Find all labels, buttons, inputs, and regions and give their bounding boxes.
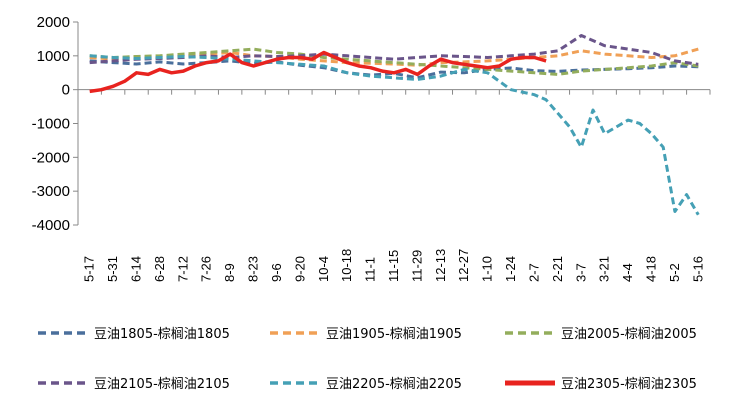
x-axis-ticks: 5-17 5-31 6-14 6-28 7-12 7-26 8-9 8-23 9-6 9-20 10…: [77, 89, 711, 282]
y-tick-label: -1000: [32, 116, 70, 133]
y-tick-label: 1000: [37, 48, 70, 65]
legend-label: 豆油2205-棕榈油2205: [326, 377, 462, 392]
y-axis-ticks: 2000 1000 0 -1000 -2000 -3000 -4000: [32, 14, 78, 234]
series-line-5: [89, 54, 700, 216]
x-tick-label: 3-7: [573, 263, 588, 282]
x-tick-label: 5-2: [667, 263, 682, 282]
x-tick-label: 10-18: [339, 249, 354, 282]
x-tick-label: 6-28: [152, 256, 167, 282]
y-tick-label: 2000: [37, 14, 70, 31]
legend-label: 豆油1805-棕榈油1805: [94, 327, 230, 342]
legend-label: 豆油2005-棕榈油2005: [561, 327, 697, 342]
legend-label: 豆油2105-棕榈油2105: [94, 377, 230, 392]
x-tick-label: 5-31: [105, 256, 120, 282]
y-tick-label: 0: [62, 82, 70, 99]
legend: 豆油1805-棕榈油1805 豆油1905-棕榈油1905 豆油2005-棕榈油20…: [38, 327, 697, 392]
x-tick-label: 9-6: [269, 263, 284, 282]
x-tick-label: 11-29: [409, 250, 424, 282]
x-tick-label: 8-23: [246, 256, 261, 282]
x-tick-label: 6-14: [129, 256, 144, 282]
x-tick-label: 12-27: [456, 249, 471, 282]
x-tick-label: 10-4: [316, 256, 331, 282]
x-tick-label: 1-10: [480, 256, 495, 282]
x-tick-label: 7-26: [199, 256, 214, 282]
x-tick-label: 11-15: [386, 250, 401, 282]
x-tick-label: 4-4: [620, 263, 635, 282]
x-tick-label: 8-9: [222, 263, 237, 282]
legend-label: 豆油1905-棕榈油1905: [326, 327, 462, 342]
legend-label: 豆油2305-棕榈油2305: [561, 377, 697, 392]
series-line-3: [89, 47, 699, 76]
series-line-4: [89, 34, 699, 66]
y-tick-label: -4000: [32, 217, 70, 234]
y-tick-label: -2000: [32, 149, 70, 166]
x-tick-label: 3-21: [597, 256, 612, 282]
x-tick-label: 9-20: [292, 256, 307, 282]
x-tick-label: 4-18: [643, 256, 658, 282]
x-tick-label: 1-24: [503, 256, 518, 282]
x-tick-label: 5-17: [82, 256, 97, 282]
x-tick-label: 5-16: [690, 256, 705, 282]
x-tick-label: 12-13: [433, 249, 448, 282]
chart-series: [89, 34, 700, 216]
x-tick-label: 7-12: [175, 256, 190, 282]
chart-axes: [77, 22, 710, 225]
series-line-6: [89, 50, 547, 94]
series-line-2: [89, 47, 699, 67]
x-tick-label: 2-21: [550, 256, 565, 282]
y-tick-label: -3000: [32, 183, 70, 200]
x-tick-label: 11-1: [363, 257, 378, 282]
x-tick-label: 2-7: [526, 263, 541, 282]
